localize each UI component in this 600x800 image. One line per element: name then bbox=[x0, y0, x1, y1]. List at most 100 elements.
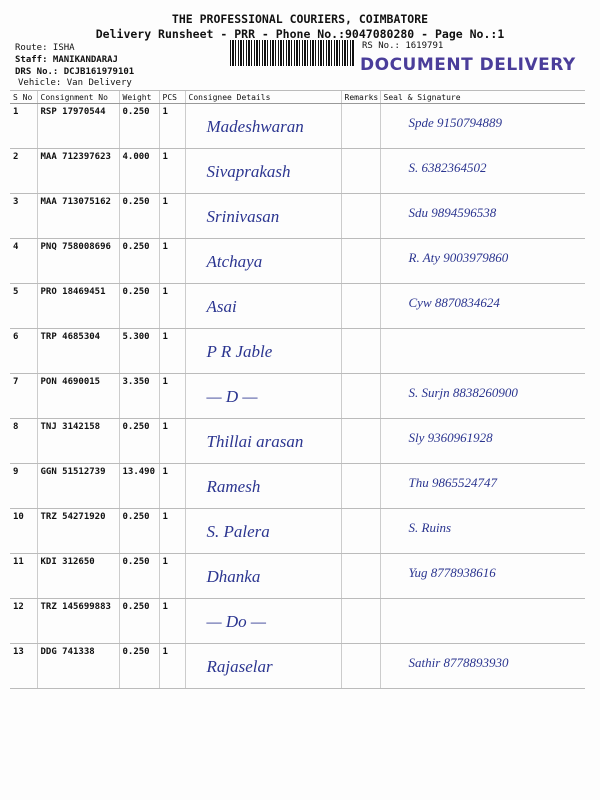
header-row: S No Consignment No Weight PCS Consignee Det… bbox=[10, 90, 585, 104]
seal-signature: Sdu 9894596538 bbox=[379, 193, 585, 239]
weight: 13.490 bbox=[118, 463, 159, 509]
remarks bbox=[340, 463, 380, 509]
consignment-number: MAA 713075162 bbox=[36, 193, 119, 239]
pieces: 1 bbox=[158, 508, 185, 554]
consignment-number: GGN 51512739 bbox=[36, 463, 119, 509]
serial-number: 6 bbox=[10, 328, 37, 374]
seal-signature: S. Surjn 8838260900 bbox=[379, 373, 585, 419]
pieces: 1 bbox=[158, 418, 185, 464]
pieces: 1 bbox=[158, 238, 185, 284]
pieces: 1 bbox=[158, 283, 185, 329]
weight: 5.300 bbox=[118, 328, 159, 374]
seal-signature: S. 6382364502 bbox=[379, 148, 585, 194]
consignment-number: TNJ 3142158 bbox=[36, 418, 119, 464]
consignee-details: P R Jable bbox=[184, 328, 341, 374]
company-title: THE PROFESSIONAL COURIERS, COIMBATORE bbox=[171, 12, 429, 26]
weight: 0.250 bbox=[118, 508, 159, 554]
consignment-number: PRO 18469451 bbox=[36, 283, 119, 329]
column-header: Consignee Details bbox=[184, 90, 341, 104]
consignee-details: Srinivasan bbox=[184, 193, 341, 239]
weight: 0.250 bbox=[118, 643, 159, 689]
table-row: 10 TRZ 54271920 0.250 1 S. Palera S. Ruins bbox=[10, 508, 585, 554]
pieces: 1 bbox=[158, 148, 185, 194]
handwritten-signature: Cyw 8870834624 bbox=[408, 295, 500, 310]
weight: 0.250 bbox=[118, 598, 159, 644]
consignment-number: KDI 312650 bbox=[36, 553, 119, 599]
consignment-number: TRZ 145699883 bbox=[36, 598, 119, 644]
weight: 0.250 bbox=[118, 283, 159, 329]
pieces: 1 bbox=[158, 643, 185, 689]
table-row: 3 MAA 713075162 0.250 1 Srinivasan Sdu 989459… bbox=[10, 193, 585, 239]
table-row: 12 TRZ 145699883 0.250 1 — Do — bbox=[10, 598, 585, 644]
remarks bbox=[340, 148, 380, 194]
route: Route: ISHA bbox=[15, 43, 75, 53]
weight: 0.250 bbox=[118, 193, 159, 239]
handwritten-signature: S. 6382364502 bbox=[408, 160, 487, 175]
serial-number: 10 bbox=[10, 508, 37, 554]
consignment-number: MAA 712397623 bbox=[36, 148, 119, 194]
remarks bbox=[340, 373, 380, 419]
column-header: S No bbox=[10, 90, 37, 104]
table-row: 5 PRO 18469451 0.250 1 Asai Cyw 8870834624 bbox=[10, 283, 585, 329]
consignee-details: Rajaselar bbox=[184, 643, 341, 689]
handwritten-name: Srinivasan bbox=[206, 207, 280, 226]
handwritten-name: Ramesh bbox=[206, 477, 261, 496]
seal-signature: R. Aty 9003979860 bbox=[379, 238, 585, 284]
column-header: Remarks bbox=[340, 90, 380, 104]
consignee-details: Ramesh bbox=[184, 463, 341, 509]
handwritten-signature bbox=[384, 602, 583, 610]
serial-number: 12 bbox=[10, 598, 37, 644]
seal-signature: Spde 9150794889 bbox=[379, 103, 585, 149]
drs-number: DRS No.: DCJB161979101 bbox=[15, 67, 135, 77]
serial-number: 9 bbox=[10, 463, 37, 509]
consignment-number: RSP 17970544 bbox=[36, 103, 119, 149]
weight: 0.250 bbox=[118, 418, 159, 464]
consignee-details: Madeshwaran bbox=[184, 103, 341, 149]
table-row: 11 KDI 312650 0.250 1 Dhanka Yug 8778938616 bbox=[10, 553, 585, 599]
remarks bbox=[340, 238, 380, 284]
table-row: 13 DDG 741338 0.250 1 Rajaselar Sathir 877889… bbox=[10, 643, 585, 689]
pieces: 1 bbox=[158, 193, 185, 239]
serial-number: 11 bbox=[10, 553, 37, 599]
table-row: 1 RSP 17970544 0.250 1 Madeshwaran Spde 91507… bbox=[10, 103, 585, 149]
consignee-details: Dhanka bbox=[184, 553, 341, 599]
consignee-details: Thillai arasan bbox=[184, 418, 341, 464]
handwritten-name: Atchaya bbox=[206, 252, 263, 271]
barcode bbox=[230, 40, 355, 66]
column-header: Seal & Signature bbox=[379, 90, 585, 104]
pieces: 1 bbox=[158, 103, 185, 149]
consignment-number: PNQ 758008696 bbox=[36, 238, 119, 284]
seal-signature: Sly 9360961928 bbox=[379, 418, 585, 464]
runsheet-subtitle: Delivery Runsheet - PRR - Phone No.:9047… bbox=[95, 27, 505, 41]
rs-number: RS No.: 1619791 bbox=[362, 41, 444, 51]
handwritten-signature: Sdu 9894596538 bbox=[408, 205, 497, 220]
weight: 3.350 bbox=[118, 373, 159, 419]
seal-signature bbox=[379, 328, 585, 374]
weight: 0.250 bbox=[118, 103, 159, 149]
runsheet-table: S No Consignment No Weight PCS Consignee Det… bbox=[10, 90, 585, 689]
serial-number: 2 bbox=[10, 148, 37, 194]
serial-number: 4 bbox=[10, 238, 37, 284]
serial-number: 3 bbox=[10, 193, 37, 239]
handwritten-name: Madeshwaran bbox=[206, 117, 304, 136]
handwritten-signature: Yug 8778938616 bbox=[408, 565, 496, 580]
weight: 0.250 bbox=[118, 553, 159, 599]
handwritten-name: Asai bbox=[206, 297, 237, 316]
pieces: 1 bbox=[158, 328, 185, 374]
pieces: 1 bbox=[158, 463, 185, 509]
remarks bbox=[340, 643, 380, 689]
table-row: 4 PNQ 758008696 0.250 1 Atchaya R. Aty 900397… bbox=[10, 238, 585, 284]
table-row: 2 MAA 712397623 4.000 1 Sivaprakash S. 638236… bbox=[10, 148, 585, 194]
pieces: 1 bbox=[158, 598, 185, 644]
serial-number: 8 bbox=[10, 418, 37, 464]
remarks bbox=[340, 418, 380, 464]
table-row: 7 PON 4690015 3.350 1 — D — S. Surjn 88382609… bbox=[10, 373, 585, 419]
weight: 4.000 bbox=[118, 148, 159, 194]
handwritten-name: Rajaselar bbox=[206, 657, 273, 676]
seal-signature: Yug 8778938616 bbox=[379, 553, 585, 599]
serial-number: 7 bbox=[10, 373, 37, 419]
handwritten-signature: S. Ruins bbox=[408, 520, 452, 535]
pieces: 1 bbox=[158, 553, 185, 599]
handwritten-name: — Do — bbox=[206, 612, 267, 631]
